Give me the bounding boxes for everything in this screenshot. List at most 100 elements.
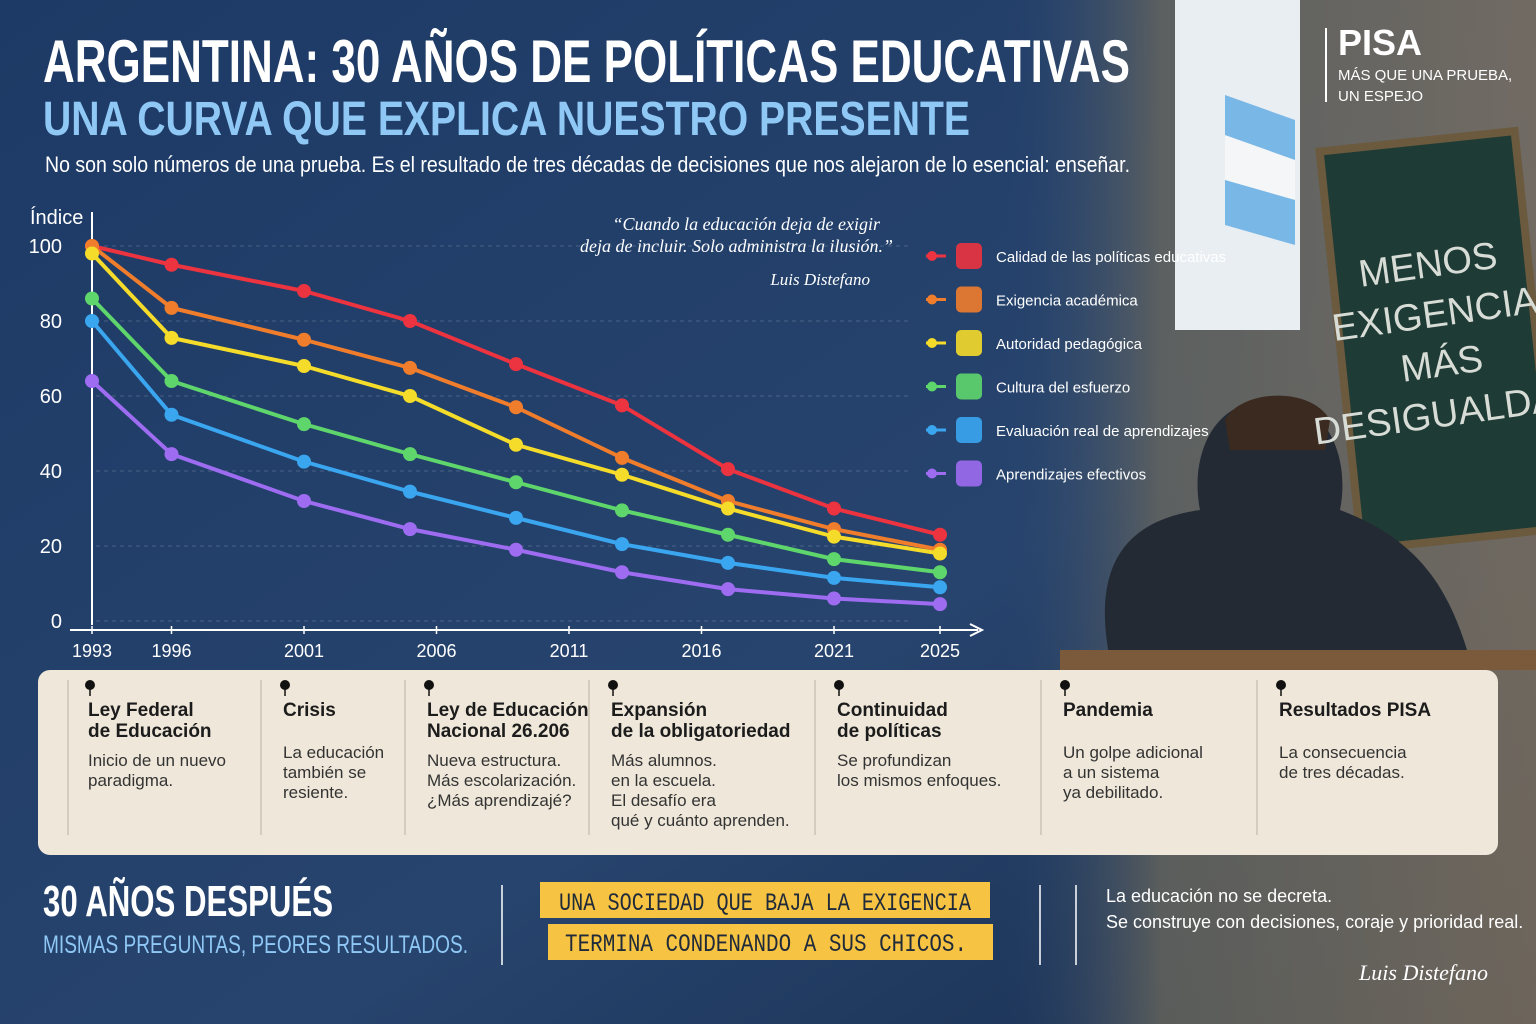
timeline-pin: [1276, 680, 1286, 690]
point: [85, 246, 99, 261]
point: [509, 510, 523, 525]
y-tick-label: 100: [29, 236, 62, 258]
point: [403, 522, 417, 537]
point: [164, 300, 179, 315]
signature: Luis Distefano: [1358, 960, 1488, 985]
quote-author: Luis Distefano: [769, 270, 870, 289]
footer-headline: 30 AÑOS DESPUÉS: [43, 876, 333, 926]
timeline-text: Más alumnos.: [611, 751, 717, 770]
point: [403, 389, 417, 403]
legend-icon: [956, 243, 982, 269]
point: [827, 501, 841, 516]
point: [933, 597, 947, 612]
timeline-text: los mismos enfoques.: [837, 771, 1001, 790]
x-tick-label: 2016: [681, 641, 721, 661]
point: [297, 417, 311, 432]
legend-label: Aprendizajes efectivos: [996, 467, 1146, 484]
timeline-pin: [280, 680, 290, 690]
point: [403, 314, 417, 328]
quote: deja de incluir. Solo administra la ilus…: [580, 236, 893, 256]
timeline-title: Ley de Educación: [427, 700, 589, 721]
point: [164, 330, 179, 345]
timeline-text: a un sistema: [1063, 763, 1160, 782]
point: [509, 357, 523, 372]
legend-label: Exigencia académica: [996, 293, 1138, 310]
point: [297, 332, 311, 347]
timeline-title: Ley Federal: [88, 700, 194, 721]
timeline-pin: [608, 680, 618, 690]
desk: [1060, 650, 1536, 670]
point: [933, 546, 947, 561]
closing-line: La educación no se decreta.: [1106, 886, 1332, 906]
timeline-title: de políticas: [837, 721, 942, 742]
timeline-text: Un golpe adicional: [1063, 743, 1203, 762]
badge-line: UN ESPEJO: [1338, 88, 1423, 105]
point: [509, 475, 523, 490]
closing-line: Se construye con decisiones, coraje y pr…: [1106, 912, 1523, 932]
point: [721, 527, 735, 542]
quote: “Cuando la educación deja de exigir: [613, 214, 881, 234]
timeline-title: Pandemia: [1063, 700, 1153, 721]
timeline-text: Más escolarización.: [427, 771, 576, 790]
intro: No son solo números de una prueba. Es el…: [45, 152, 1130, 177]
chalkboard: [1315, 126, 1536, 554]
y-tick-label: 20: [40, 536, 62, 558]
timeline-text: Nueva estructura.: [427, 751, 561, 770]
point: [933, 580, 947, 595]
point: [615, 537, 629, 552]
legend-dot: [927, 294, 937, 305]
timeline-pin: [424, 680, 434, 690]
timeline-text: La educación: [283, 743, 384, 762]
legend-label: Evaluación real de aprendizajes: [996, 423, 1209, 440]
student: [1104, 400, 1470, 660]
legend-dot: [927, 338, 937, 348]
timeline-title: Resultados PISA: [1279, 700, 1431, 721]
y-axis-label: Índice: [30, 206, 83, 229]
point: [721, 501, 735, 516]
flag-stripe: [1225, 135, 1295, 200]
x-tick-label: 2011: [550, 641, 589, 661]
timeline-text: de tres décadas.: [1279, 763, 1405, 782]
point: [297, 454, 311, 469]
y-tick-label: 60: [40, 386, 62, 408]
legend-icon: [956, 286, 982, 313]
point: [164, 407, 179, 422]
point: [933, 527, 947, 542]
banner-bg: [540, 882, 990, 918]
legend-icon: [956, 373, 982, 400]
timeline-text: en la escuela.: [611, 771, 716, 790]
y-tick-label: 0: [51, 611, 62, 633]
point: [615, 503, 629, 518]
legend-label: Autoridad pedagógica: [996, 336, 1143, 353]
x-tick-label: 2006: [416, 641, 456, 661]
timeline-pin: [85, 680, 95, 690]
timeline-text: Inicio de un nuevo: [88, 751, 226, 770]
timeline-title: de la obligatoriedad: [611, 721, 790, 742]
timeline-text: qué y cuánto aprenden.: [611, 811, 790, 830]
banner-line: UNA SOCIEDAD QUE BAJA LA EXIGENCIA: [559, 889, 971, 918]
timeline-text: El desafío era: [611, 791, 716, 810]
badge-title: PISA: [1338, 22, 1422, 63]
timeline-title: Nacional 26.206: [427, 721, 570, 742]
legend-icon: [956, 460, 982, 487]
point: [721, 555, 735, 570]
legend-label: Cultura del esfuerzo: [996, 380, 1130, 397]
point: [164, 374, 179, 388]
legend-label: Calidad de las políticas educativas: [996, 249, 1226, 266]
legend-dot: [927, 381, 937, 392]
badge-line: MÁS QUE UNA PRUEBA,: [1338, 67, 1512, 84]
point: [297, 494, 311, 508]
point: [403, 360, 417, 375]
point: [827, 570, 841, 585]
legend-icon: [956, 417, 982, 443]
timeline-title: Crisis: [283, 700, 336, 721]
point: [615, 467, 629, 482]
point: [827, 552, 841, 567]
banner-line: TERMINA CONDENANDO A SUS CHICOS.: [565, 930, 967, 959]
legend-dot: [927, 468, 937, 479]
timeline-panel: [38, 670, 1498, 855]
point: [85, 374, 99, 388]
legend-dot: [927, 425, 937, 435]
timeline-text: paradigma.: [88, 771, 173, 790]
